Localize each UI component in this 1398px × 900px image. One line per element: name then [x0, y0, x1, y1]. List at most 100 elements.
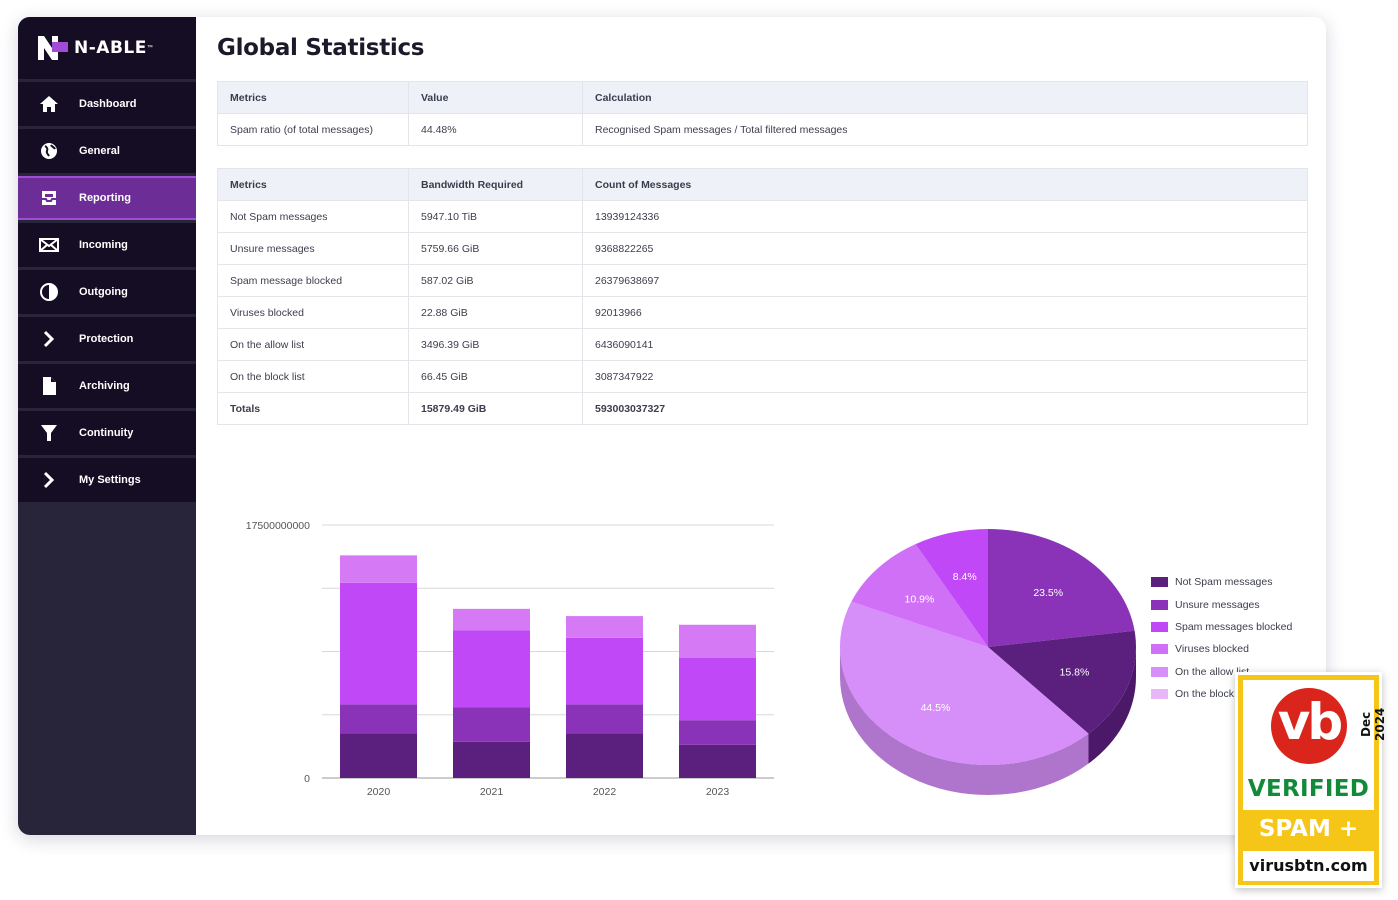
- pie-slice: [988, 529, 1135, 647]
- legend-label: Unsure messages: [1175, 598, 1260, 611]
- table-cell: 22.88 GiB: [408, 296, 583, 329]
- legend-swatch: [1151, 666, 1168, 677]
- table-cell: 26379638697: [582, 264, 1308, 297]
- sidebar-item-protection[interactable]: Protection: [18, 317, 196, 361]
- totals-cell: 15879.49 GiB: [408, 392, 583, 425]
- vb-site-link[interactable]: virusbtn.com: [1243, 851, 1374, 881]
- app-window: N-ABLE ™ Dashboard General Reporting Incomi…: [18, 17, 1326, 835]
- legend-label: Spam messages blocked: [1175, 620, 1293, 633]
- bar-segment: [566, 616, 643, 638]
- bar-segment: [453, 707, 530, 742]
- brand-logo[interactable]: N-ABLE ™: [18, 17, 196, 79]
- sidebar: N-ABLE ™ Dashboard General Reporting Incomi…: [18, 17, 196, 835]
- legend-label: On the allow list: [1175, 665, 1250, 678]
- sidebar-nav: Dashboard General Reporting Incoming Outgoin…: [18, 82, 196, 502]
- sidebar-item-label: Continuity: [79, 427, 134, 439]
- sidebar-item-label: My Settings: [79, 474, 141, 486]
- sidebar-item-general[interactable]: General: [18, 129, 196, 173]
- totals-cell: Totals: [217, 392, 409, 425]
- pie-data-label: 10.9%: [905, 593, 935, 605]
- pie-data-label: 8.4%: [953, 571, 977, 583]
- table-cell: 66.45 GiB: [408, 360, 583, 393]
- totals-row: Totals 15879.49 GiB 593003037327: [217, 392, 1308, 425]
- vb-spam-label: SPAM +: [1258, 816, 1359, 842]
- pie-slice-side: [840, 647, 1089, 795]
- envelope-icon: [38, 234, 60, 256]
- table-cell: 6436090141: [582, 328, 1308, 361]
- bar-segment: [340, 555, 417, 583]
- sidebar-item-outgoing[interactable]: Outgoing: [18, 270, 196, 314]
- sidebar-item-dashboard[interactable]: Dashboard: [18, 82, 196, 126]
- table-row: Spam ratio (of total messages) 44.48% Re…: [217, 113, 1308, 146]
- legend-item: Viruses blocked: [1151, 638, 1292, 660]
- sidebar-item-reporting[interactable]: Reporting: [18, 176, 196, 220]
- bar-segment: [340, 733, 417, 778]
- column-header: Bandwidth Required: [408, 168, 583, 201]
- column-header: Value: [408, 81, 583, 114]
- sidebar-item-incoming[interactable]: Incoming: [18, 223, 196, 267]
- table-cell: Recognised Spam messages / Total filtere…: [582, 113, 1308, 146]
- sidebar-item-label: Protection: [79, 333, 134, 345]
- pie-slice: [840, 601, 1089, 765]
- bar-segment: [566, 704, 643, 734]
- bar-segment: [340, 582, 417, 705]
- legend-label: On the block list: [1175, 688, 1250, 701]
- bar-segment: [566, 733, 643, 778]
- legend-item: On the allow list: [1151, 661, 1292, 683]
- table-cell: 587.02 GiB: [408, 264, 583, 297]
- legend-swatch: [1151, 599, 1168, 610]
- logo-trademark: ™: [146, 45, 153, 51]
- pie-chart: 23.5% 15.8% 44.5% 10.9% 8.4%: [840, 529, 1136, 795]
- pie-slice: [851, 544, 988, 647]
- bar-segment: [679, 744, 756, 778]
- bar-segment: [679, 624, 756, 659]
- bar-segment: [679, 658, 756, 721]
- y-tick-label: 17500000000: [246, 520, 310, 532]
- vb-logo-area: vb Dec 2024: [1243, 680, 1387, 770]
- legend-item: On the block list: [1151, 683, 1292, 705]
- table-header-row: Metrics Bandwidth Required Count of Mess…: [217, 168, 1308, 201]
- half-circle-icon: [38, 281, 60, 303]
- table-cell: 3496.39 GiB: [408, 328, 583, 361]
- pie-data-label: 44.5%: [921, 702, 951, 714]
- table-cell: Not Spam messages: [217, 200, 409, 233]
- legend-swatch: [1151, 644, 1168, 655]
- table-row: On the allow list 3496.39 GiB 6436090141: [217, 328, 1308, 361]
- sidebar-item-label: Reporting: [79, 192, 131, 204]
- sidebar-item-label: Dashboard: [79, 98, 137, 110]
- y-tick-label: 0: [304, 773, 310, 785]
- table-cell: Spam message blocked: [217, 264, 409, 297]
- bar-segment: [340, 704, 417, 734]
- sidebar-item-continuity[interactable]: Continuity: [18, 411, 196, 455]
- sidebar-item-label: General: [79, 145, 120, 157]
- bar-segment: [453, 741, 530, 778]
- legend-swatch: [1151, 577, 1168, 588]
- inbox-icon: [38, 187, 60, 209]
- n-able-logo-icon: [38, 36, 68, 60]
- pie-slice: [915, 529, 988, 647]
- bar-segment: [453, 630, 530, 708]
- vb-verified-badge: vb Dec 2024 VERIFIED SPAM + virusbtn.com: [1235, 672, 1387, 888]
- legend-label: Viruses blocked: [1175, 643, 1249, 656]
- pie-data-label: 23.5%: [1033, 587, 1063, 599]
- column-header: Metrics: [217, 168, 409, 201]
- table-cell: 3087347922: [582, 360, 1308, 393]
- legend-swatch: [1151, 689, 1168, 700]
- funnel-icon: [38, 422, 60, 444]
- table-row: Spam message blocked 587.02 GiB 2637963869…: [217, 264, 1308, 297]
- column-header: Calculation: [582, 81, 1308, 114]
- x-tick-label: 2021: [480, 786, 504, 797]
- sidebar-item-archiving[interactable]: Archiving: [18, 364, 196, 408]
- summary-table: Metrics Value Calculation Spam ratio (of…: [217, 81, 1308, 146]
- pie-legend: Not Spam messages Unsure messages Spam mes…: [1151, 571, 1292, 705]
- chevron-right-icon: [38, 328, 60, 350]
- detail-table: Metrics Bandwidth Required Count of Mess…: [217, 168, 1308, 425]
- table-cell: Unsure messages: [217, 232, 409, 265]
- table-cell: On the allow list: [217, 328, 409, 361]
- bar-segment: [679, 720, 756, 745]
- document-icon: [38, 375, 60, 397]
- table-cell: On the block list: [217, 360, 409, 393]
- table-cell: 44.48%: [408, 113, 583, 146]
- bar-segment: [453, 608, 530, 631]
- sidebar-item-my-settings[interactable]: My Settings: [18, 458, 196, 502]
